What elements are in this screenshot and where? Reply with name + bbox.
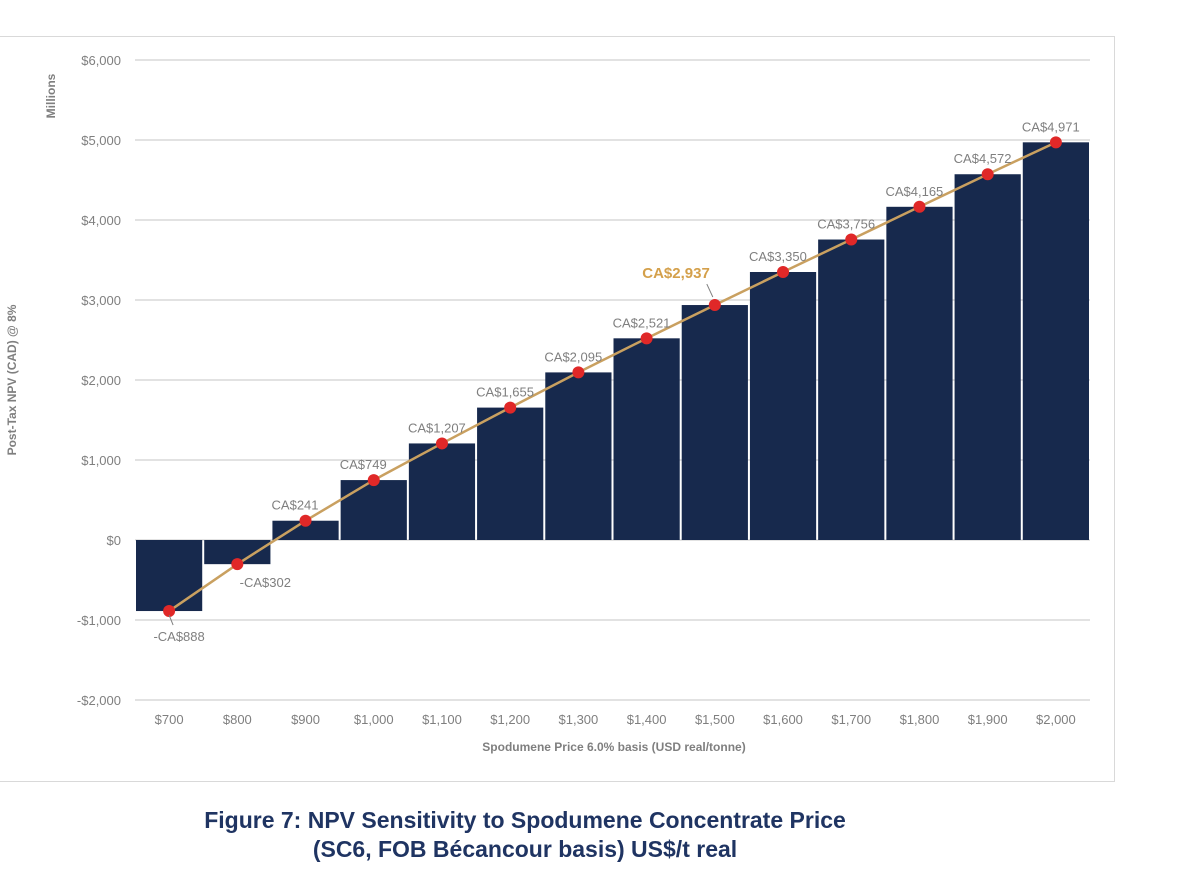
y-tick-label: -$2,000 xyxy=(77,693,121,708)
y-tick-label: $6,000 xyxy=(81,53,121,68)
bar xyxy=(1022,142,1089,540)
data-label: CA$2,521 xyxy=(613,315,671,330)
y-tick-label: $2,000 xyxy=(81,373,121,388)
data-label: CA$1,655 xyxy=(476,385,534,400)
y-tick-label: $4,000 xyxy=(81,213,121,228)
x-tick-label: $1,400 xyxy=(627,712,667,727)
trend-line-layer xyxy=(163,136,1062,618)
data-label: -CA$302 xyxy=(240,575,291,590)
bar xyxy=(749,272,817,540)
x-tick-label: $900 xyxy=(291,712,320,727)
caption-line-1: Figure 7: NPV Sensitivity to Spodumene C… xyxy=(204,807,846,833)
data-label: CA$241 xyxy=(272,498,319,513)
label-leader xyxy=(168,614,174,626)
data-label: CA$4,971 xyxy=(1022,119,1080,134)
y-tick-label: $1,000 xyxy=(81,453,121,468)
data-label: CA$2,095 xyxy=(544,349,602,364)
units-label: Millions xyxy=(44,73,58,118)
data-point xyxy=(504,401,517,414)
data-point xyxy=(1049,136,1062,149)
trend-line xyxy=(168,141,1057,613)
x-tick-label: $1,700 xyxy=(831,712,871,727)
label-leader xyxy=(706,283,714,298)
y-tick-label: $5,000 xyxy=(81,133,121,148)
data-label: CA$4,165 xyxy=(885,184,943,199)
y-axis-title: Post-Tax NPV (CAD) @ 8% xyxy=(5,304,19,455)
bar xyxy=(136,540,203,612)
y-tick-label: $3,000 xyxy=(81,293,121,308)
bar xyxy=(340,480,407,540)
data-point xyxy=(640,332,653,345)
data-point xyxy=(163,605,176,618)
data-point xyxy=(913,200,926,213)
bar xyxy=(818,239,885,540)
bar xyxy=(408,443,476,540)
data-label: CA$3,350 xyxy=(749,249,807,264)
npv-sensitivity-chart: -CA$888 -CA$302 CA$241 CA$749 CA$1,207 CA$1,6… xyxy=(5,53,1090,754)
data-point xyxy=(231,558,244,571)
bar xyxy=(272,520,339,540)
x-tick-label: $1,200 xyxy=(490,712,530,727)
data-point xyxy=(572,366,585,379)
x-tick-label: $1,900 xyxy=(968,712,1008,727)
data-label: CA$749 xyxy=(340,457,387,472)
data-point xyxy=(367,474,380,487)
data-label: CA$1,207 xyxy=(408,420,466,435)
data-label: -CA$888 xyxy=(153,629,204,644)
bar xyxy=(886,206,953,541)
bar xyxy=(613,338,680,540)
data-point xyxy=(845,233,858,246)
x-tick-label: $700 xyxy=(155,712,184,727)
data-point xyxy=(708,299,721,312)
bar xyxy=(545,372,612,540)
y-tick-label: -$1,000 xyxy=(77,613,121,628)
chart-frame xyxy=(0,36,1115,782)
x-tick-label: $2,000 xyxy=(1036,712,1076,727)
x-tick-label: $1,000 xyxy=(354,712,394,727)
data-point xyxy=(981,168,994,181)
x-tick-label: $1,600 xyxy=(763,712,803,727)
x-tick-label: $1,300 xyxy=(559,712,599,727)
y-tick-label: $0 xyxy=(107,533,121,548)
bar xyxy=(954,174,1021,541)
bar xyxy=(477,407,544,540)
caption-line-2: (SC6, FOB Bécancour basis) US$/t real xyxy=(312,836,738,862)
data-point xyxy=(777,266,790,278)
data-label: CA$2,937 xyxy=(642,265,710,282)
data-label: CA$4,572 xyxy=(954,151,1012,166)
figure-caption: Figure 7: NPV Sensitivity to Spodumene C… xyxy=(0,806,1050,864)
data-point xyxy=(435,437,448,450)
bars xyxy=(136,142,1089,612)
bar xyxy=(681,305,748,540)
x-tick-label: $1,800 xyxy=(900,712,940,727)
x-axis-title: Spodumene Price 6.0% basis (USD real/ton… xyxy=(482,740,745,754)
x-tick-label: $800 xyxy=(223,712,252,727)
x-tick-label: $1,100 xyxy=(422,712,462,727)
x-tick-label: $1,500 xyxy=(695,712,735,727)
axes: -$2,000 -$1,000 $0 $1,000 $2,000 $3,000 $4,000… xyxy=(77,53,1076,727)
data-labels: -CA$888 -CA$302 CA$241 CA$749 CA$1,207 CA$1,6… xyxy=(153,119,1079,644)
data-label: CA$3,756 xyxy=(817,217,875,232)
data-point xyxy=(299,514,312,527)
